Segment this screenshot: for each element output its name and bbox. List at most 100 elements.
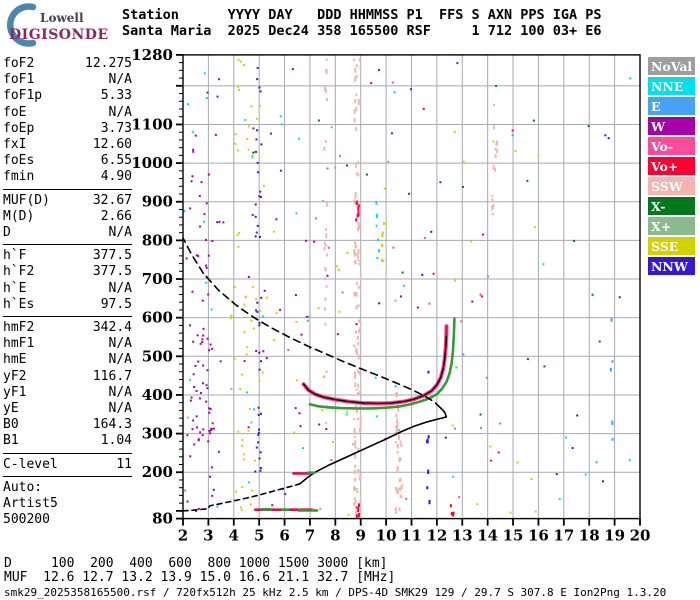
x-axis-tick-label: 5: [254, 527, 264, 545]
param-label: B1: [3, 433, 19, 449]
x-axis-tick-label: 9: [356, 527, 366, 545]
param-row: foF1p 5.33: [3, 88, 132, 104]
param-label: h`E: [3, 280, 27, 296]
y-axis-tick-label: 700: [142, 270, 173, 288]
param-label: yF1: [3, 384, 27, 400]
crescent-logo-icon: [7, 3, 37, 47]
param-value: N/A: [108, 401, 132, 417]
param-row: h`Es 97.5: [3, 297, 132, 313]
param-value: N/A: [108, 336, 132, 352]
x-axis-tick-label: 18: [579, 527, 600, 545]
param-value: N/A: [108, 104, 132, 120]
y-axis-tick-label: 200: [142, 463, 173, 481]
param-divider: [3, 188, 132, 190]
param-row: foEp 3.73: [3, 121, 132, 137]
lowell-digisonde-logo: Lowell DIGISONDE: [2, 2, 118, 48]
param-value: 3.73: [100, 120, 132, 136]
param-label: foEs: [3, 153, 35, 169]
param-label: hmE: [3, 352, 27, 368]
param-value: 377.5: [92, 264, 132, 280]
param-label: foEp: [3, 120, 35, 136]
param-value: 4.90: [100, 169, 132, 185]
param-label: foF1: [3, 72, 35, 88]
param-divider: [3, 316, 132, 318]
y-axis-tick-label: 900: [142, 193, 173, 211]
legend-item-vo: Vo+: [648, 157, 695, 175]
param-label: Auto:: [3, 479, 43, 495]
x-axis-tick-label: 7: [305, 527, 315, 545]
x-axis-tick-label: 3: [203, 527, 213, 545]
param-label: 500200: [3, 512, 50, 528]
muf-values-row: MUF 12.6 12.7 13.2 13.9 15.0 16.6 21.1 3…: [4, 570, 396, 585]
legend-item-vo: Vo-: [648, 137, 695, 155]
y-axis-tick-label: 600: [142, 309, 173, 327]
param-value: 6.55: [100, 153, 132, 169]
param-row: foF2 12.275: [3, 56, 132, 72]
param-row: C-level 11: [3, 457, 132, 473]
param-value: 97.5: [100, 296, 132, 312]
scaled-parameters-panel: foF2 12.275 foF1 N/A foF1p 5.33 foE N/A foEp 3.73…: [3, 56, 132, 528]
param-value: N/A: [108, 280, 132, 296]
param-row: fxI 12.60: [3, 137, 132, 153]
param-label: h`Es: [3, 296, 35, 312]
param-label: hmF2: [3, 320, 35, 336]
param-row: Artist5: [3, 496, 132, 512]
y-axis-tick-label: 1280: [131, 46, 173, 64]
param-row: yF2 116.7: [3, 369, 132, 385]
param-row: h`F 377.5: [3, 248, 132, 264]
param-row: MUF(D) 32.67: [3, 193, 132, 209]
file-info-row: smk29_2025358165500.rsf / 720fx512h 25 k…: [4, 586, 667, 599]
legend-item-x: X-: [648, 197, 695, 215]
param-label: Artist5: [3, 496, 58, 512]
param-value: 342.4: [92, 320, 132, 336]
param-value: 377.5: [92, 248, 132, 264]
param-row: D N/A: [3, 225, 132, 241]
param-value: N/A: [108, 72, 132, 88]
param-row: hmF2 342.4: [3, 320, 132, 336]
param-label: foE: [3, 104, 27, 120]
param-label: C-level: [3, 456, 58, 472]
param-divider: [3, 475, 132, 477]
param-row: fmin 4.90: [3, 169, 132, 185]
x-axis-tick-label: 12: [426, 527, 447, 545]
legend-item-x: X+: [648, 217, 695, 235]
param-label: yF2: [3, 368, 27, 384]
param-row: foEs 6.55: [3, 153, 132, 169]
param-row: h`E N/A: [3, 281, 132, 297]
legend-item-e: E: [648, 97, 695, 115]
legend-item-nnw: NNW: [648, 257, 695, 275]
param-row: 500200: [3, 512, 132, 528]
y-axis-tick-label: 1100: [131, 115, 173, 133]
y-axis-tick-label: 300: [142, 425, 173, 443]
station-header: Station YYYY DAY DDD HHMMSS P1 FFS S AXN…: [122, 7, 602, 39]
param-label: yE: [3, 401, 19, 417]
logo-text-digisonde: DIGISONDE: [9, 27, 109, 43]
param-value: N/A: [108, 384, 132, 400]
x-axis-tick-label: 16: [528, 527, 549, 545]
y-axis-tick-label: 800: [142, 231, 173, 249]
muf-distance-row: D 100 200 400 600 800 1000 1500 3000 [km…: [4, 556, 388, 571]
param-row: B1 1.04: [3, 433, 132, 449]
x-axis-tick-label: 13: [452, 527, 473, 545]
status-color-legend: NoVal NNE E W Vo- Vo+ SSW X- X+ SSE NNW: [648, 57, 695, 277]
x-axis-tick-label: 20: [630, 527, 651, 545]
y-axis-tick-label: 500: [142, 347, 173, 365]
y-axis-tick-label: 80: [152, 510, 173, 528]
x-axis-tick-label: 6: [279, 527, 289, 545]
param-label: foF1p: [3, 88, 43, 104]
param-row: h`F2 377.5: [3, 264, 132, 280]
param-row: yF1 N/A: [3, 385, 132, 401]
legend-item-nne: NNE: [648, 77, 695, 95]
param-value: 2.66: [100, 208, 132, 224]
header-station-values: Santa Maria 2025 Dec24 358 165500 RSF 1 …: [122, 23, 602, 39]
x-axis-tick-label: 15: [503, 527, 524, 545]
param-label: hmF1: [3, 336, 35, 352]
param-divider: [3, 244, 132, 246]
param-value: 116.7: [92, 368, 132, 384]
param-value: 5.33: [100, 88, 132, 104]
param-value: 12.60: [92, 137, 132, 153]
param-label: B0: [3, 417, 19, 433]
param-label: h`F2: [3, 264, 35, 280]
